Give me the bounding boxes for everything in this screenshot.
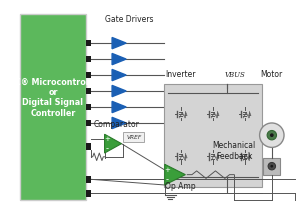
Bar	[86, 56, 92, 62]
Polygon shape	[112, 117, 126, 129]
Text: Motor: Motor	[261, 70, 283, 79]
Circle shape	[268, 162, 276, 170]
Text: +: +	[104, 136, 110, 142]
Text: Inverter: Inverter	[166, 70, 196, 79]
Bar	[86, 40, 92, 46]
Polygon shape	[112, 54, 126, 65]
Polygon shape	[112, 85, 126, 97]
Text: +: +	[165, 167, 170, 173]
Text: Comparator: Comparator	[94, 120, 140, 129]
Bar	[86, 176, 92, 183]
Circle shape	[270, 133, 274, 137]
Text: VREF: VREF	[126, 135, 141, 140]
Bar	[86, 190, 92, 197]
Text: Op Amp: Op Amp	[165, 182, 196, 191]
Bar	[86, 72, 92, 78]
Polygon shape	[112, 69, 126, 81]
Text: Gate Drivers: Gate Drivers	[105, 15, 153, 24]
Text: -: -	[166, 175, 169, 184]
Bar	[20, 14, 86, 200]
Bar	[86, 143, 92, 150]
Bar	[86, 190, 92, 197]
Text: PIC® Microcontroller
or
Digital Signal
Controller: PIC® Microcontroller or Digital Signal C…	[5, 77, 100, 118]
Bar	[123, 132, 144, 142]
Text: Mechanical
Feedback: Mechanical Feedback	[213, 141, 256, 161]
Circle shape	[270, 165, 273, 168]
Bar	[86, 176, 92, 183]
Polygon shape	[112, 37, 126, 49]
Bar	[86, 104, 92, 110]
Bar	[164, 83, 262, 187]
Polygon shape	[112, 101, 126, 113]
Bar	[263, 158, 280, 175]
Circle shape	[267, 131, 277, 140]
Bar	[86, 120, 92, 126]
Text: VBUS: VBUS	[225, 71, 246, 79]
Circle shape	[260, 123, 284, 147]
Bar	[86, 88, 92, 94]
Polygon shape	[105, 134, 122, 153]
Polygon shape	[165, 164, 185, 185]
Text: -: -	[106, 144, 109, 153]
